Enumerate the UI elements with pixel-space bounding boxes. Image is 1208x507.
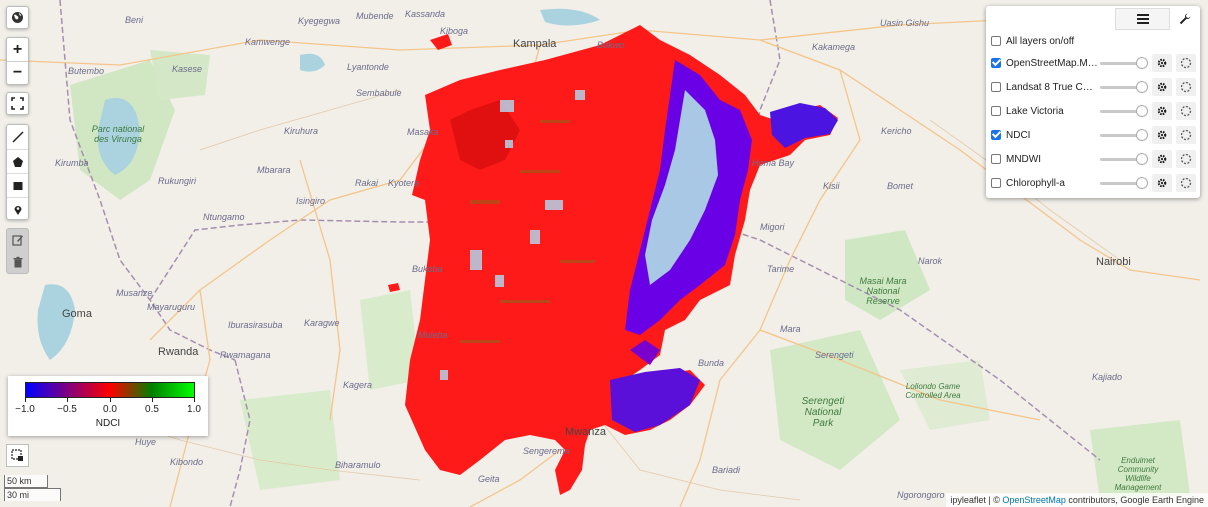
- map-attribution: ipyleaflet | © OpenStreetMap contributor…: [946, 493, 1208, 507]
- layers-icon: [1136, 14, 1149, 24]
- layer-settings-button[interactable]: [1152, 102, 1172, 120]
- layer-checkbox[interactable]: [991, 130, 1001, 140]
- marker-icon: [14, 205, 21, 215]
- layer-settings-button[interactable]: [1152, 126, 1172, 144]
- polygon-icon: [12, 156, 23, 167]
- gear-icon: [1157, 82, 1167, 92]
- colorbar-tick-label: 0.5: [145, 404, 159, 415]
- layer-loading-indicator: [1176, 174, 1196, 192]
- spinner-icon: [1180, 105, 1192, 117]
- colorbar-tick-label: 0.0: [103, 404, 117, 415]
- layer-name: Lake Victoria: [1006, 105, 1064, 117]
- gear-icon: [1157, 58, 1167, 68]
- layer-row: Chlorophyll-a: [991, 172, 1196, 194]
- layer-settings-button[interactable]: [1152, 78, 1172, 96]
- layer-loading-indicator: [1176, 102, 1196, 120]
- draw-polyline-button[interactable]: [7, 125, 28, 149]
- layer-row: NDCI: [991, 124, 1196, 146]
- layer-row: Lake Victoria: [991, 100, 1196, 122]
- globe-icon: [12, 12, 23, 23]
- layer-name: Chlorophyll-a: [1006, 177, 1065, 189]
- layer-checkbox[interactable]: [991, 58, 1001, 68]
- colorbar-tick-label: −1.0: [15, 404, 35, 415]
- draw-rectangle-button[interactable]: [7, 173, 28, 197]
- scale-bar-mi: 30 mi: [4, 488, 61, 501]
- layers-toggle-button[interactable]: [1115, 8, 1170, 30]
- colorbar-tick-label: −0.5: [57, 404, 77, 415]
- wrench-icon: [1179, 13, 1191, 25]
- zoom-out-button[interactable]: −: [7, 61, 28, 84]
- layer-control-header: [1110, 8, 1200, 32]
- layer-checkbox[interactable]: [991, 178, 1001, 188]
- layer-row: MNDWI: [991, 148, 1196, 170]
- layer-settings-button[interactable]: [1152, 54, 1172, 72]
- spinner-icon: [1180, 153, 1192, 165]
- layer-name: Landsat 8 True Color: [1006, 81, 1098, 93]
- layer-settings-button[interactable]: [1152, 174, 1172, 192]
- opacity-slider[interactable]: [1100, 151, 1148, 167]
- opacity-slider[interactable]: [1100, 175, 1148, 191]
- colorbar-tick-label: 1.0: [187, 404, 201, 415]
- gear-icon: [1157, 154, 1167, 164]
- opacity-slider[interactable]: [1100, 55, 1148, 71]
- zoom-control: + −: [6, 37, 29, 85]
- gear-icon: [1157, 106, 1167, 116]
- layer-settings-button[interactable]: [1152, 150, 1172, 168]
- ndci-layer: [388, 25, 838, 495]
- layer-checkbox[interactable]: [991, 82, 1001, 92]
- fullscreen-icon: [11, 97, 24, 110]
- colorbar-legend: −1.0 −0.5 0.0 0.5 1.0 NDCI: [8, 376, 208, 436]
- attribution-prefix: ipyleaflet | ©: [950, 495, 1003, 505]
- layer-name: All layers on/off: [1006, 35, 1075, 47]
- spinner-icon: [1180, 129, 1192, 141]
- layer-name: MNDWI: [1006, 153, 1041, 165]
- colorbar-gradient: [25, 382, 195, 398]
- rectangle-icon: [13, 181, 22, 190]
- layer-row-all: All layers on/off: [991, 30, 1196, 52]
- layer-control-panel: All layers on/off OpenStreetMap.Mapnik L…: [986, 6, 1200, 198]
- selection-tool-button[interactable]: [6, 444, 29, 467]
- scale-bar-km: 50 km: [4, 475, 48, 488]
- layer-checkbox[interactable]: [991, 36, 1001, 46]
- layer-checkbox[interactable]: [991, 154, 1001, 164]
- layer-row: Landsat 8 True Color: [991, 76, 1196, 98]
- edit-toolbar: [6, 228, 29, 274]
- wrench-button[interactable]: [1174, 8, 1196, 30]
- delete-layers-button[interactable]: [7, 251, 28, 273]
- polyline-icon: [11, 131, 24, 143]
- fullscreen-button[interactable]: [6, 92, 29, 115]
- draw-marker-button[interactable]: [7, 197, 28, 221]
- opacity-slider[interactable]: [1100, 79, 1148, 95]
- opacity-slider[interactable]: [1100, 127, 1148, 143]
- spinner-icon: [1180, 57, 1192, 69]
- osm-attribution-link[interactable]: OpenStreetMap: [1002, 495, 1066, 505]
- selection-icon: [11, 449, 23, 461]
- colorbar-title: NDCI: [95, 418, 121, 429]
- spinner-icon: [1180, 177, 1192, 189]
- gear-icon: [1157, 178, 1167, 188]
- draw-polygon-button[interactable]: [7, 149, 28, 173]
- layer-row: OpenStreetMap.Mapnik: [991, 52, 1196, 74]
- draw-toolbar: [6, 124, 29, 220]
- gear-icon: [1157, 130, 1167, 140]
- layer-name: NDCI: [1006, 129, 1031, 141]
- globe-button[interactable]: [6, 6, 29, 29]
- layer-loading-indicator: [1176, 78, 1196, 96]
- zoom-in-button[interactable]: +: [12, 40, 23, 58]
- edit-layers-button[interactable]: [7, 229, 28, 251]
- layer-name: OpenStreetMap.Mapnik: [1006, 57, 1098, 69]
- attribution-suffix: contributors, Google Earth Engine: [1065, 495, 1204, 505]
- layer-loading-indicator: [1176, 54, 1196, 72]
- opacity-slider[interactable]: [1100, 103, 1148, 119]
- layer-checkbox[interactable]: [991, 106, 1001, 116]
- layer-loading-indicator: [1176, 126, 1196, 144]
- layer-loading-indicator: [1176, 150, 1196, 168]
- trash-icon: [13, 256, 22, 268]
- spinner-icon: [1180, 81, 1192, 93]
- edit-icon: [11, 235, 23, 246]
